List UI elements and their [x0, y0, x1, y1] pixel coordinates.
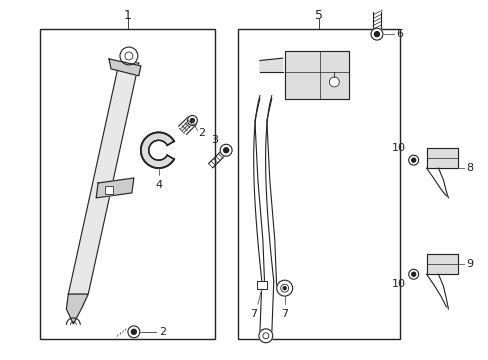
Circle shape: [120, 47, 138, 65]
Text: 3: 3: [211, 135, 218, 145]
Polygon shape: [96, 178, 134, 198]
Circle shape: [408, 269, 418, 279]
Polygon shape: [259, 58, 282, 72]
Bar: [426, 255, 457, 274]
Text: 6: 6: [395, 29, 402, 39]
Bar: [426, 148, 457, 168]
Text: 7: 7: [281, 309, 287, 319]
Bar: [426, 255, 457, 274]
Circle shape: [411, 158, 415, 162]
Text: 10: 10: [391, 279, 405, 289]
Polygon shape: [66, 294, 88, 324]
Circle shape: [131, 329, 136, 334]
Bar: [238, 29, 399, 339]
Circle shape: [329, 77, 339, 87]
Circle shape: [128, 326, 140, 338]
Text: 4: 4: [155, 180, 162, 190]
Polygon shape: [141, 132, 174, 168]
Circle shape: [411, 272, 415, 276]
Text: 5: 5: [315, 9, 323, 22]
Polygon shape: [68, 63, 139, 294]
Polygon shape: [109, 59, 141, 76]
Bar: [256, 281, 266, 289]
Circle shape: [220, 144, 232, 156]
Bar: [105, 186, 113, 194]
Bar: [256, 281, 266, 289]
Circle shape: [223, 148, 228, 153]
Text: 9: 9: [466, 259, 472, 269]
Circle shape: [187, 116, 197, 125]
Bar: [284, 51, 348, 99]
Circle shape: [276, 280, 292, 296]
Circle shape: [190, 118, 194, 122]
Circle shape: [283, 287, 285, 290]
Circle shape: [408, 155, 418, 165]
Text: 1: 1: [124, 9, 132, 22]
Text: 8: 8: [466, 163, 472, 173]
Bar: [284, 51, 348, 99]
Bar: [105, 186, 113, 194]
Circle shape: [374, 32, 379, 37]
Text: 7: 7: [250, 309, 257, 319]
Bar: [40, 29, 215, 339]
Circle shape: [258, 329, 272, 343]
Text: 2: 2: [158, 327, 165, 337]
Text: 2: 2: [198, 129, 205, 138]
Circle shape: [370, 28, 382, 40]
Bar: [426, 148, 457, 168]
Text: 10: 10: [391, 143, 405, 153]
